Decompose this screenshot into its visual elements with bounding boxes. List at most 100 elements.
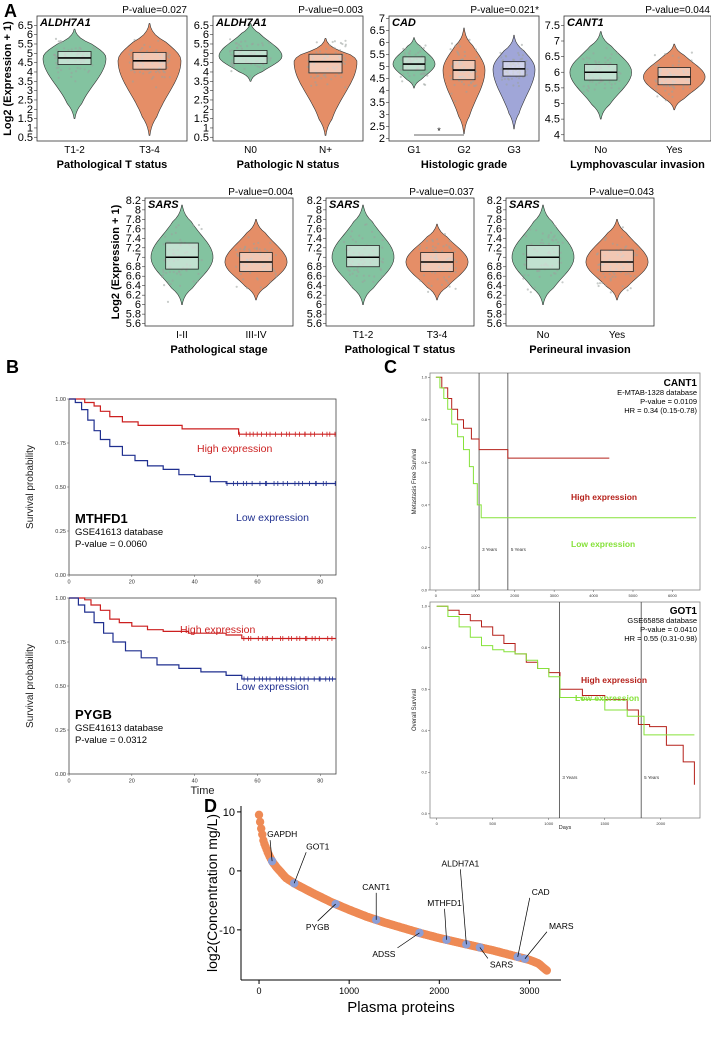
y-tick-label: 2	[379, 133, 385, 145]
jitter-dot	[310, 84, 313, 87]
jitter-dot	[529, 291, 532, 294]
jitter-dot	[372, 280, 375, 283]
jitter-dot	[582, 85, 585, 88]
jitter-dot	[328, 44, 331, 47]
jitter-dot	[677, 60, 681, 63]
y-tick-label: 6.8	[307, 261, 322, 273]
jitter-dot	[350, 284, 353, 288]
jitter-dot	[550, 231, 553, 234]
jitter-dot	[617, 71, 621, 74]
x-axis-label: Plasma proteins	[347, 999, 455, 1016]
y-tick-label: 0.5	[18, 132, 33, 144]
series-label-high: High expression	[197, 443, 272, 455]
y-tick-label: 7	[316, 252, 322, 264]
jitter-dot	[516, 81, 520, 84]
jitter-dot	[463, 50, 466, 54]
label-leader-line	[269, 840, 273, 862]
jitter-dot	[230, 70, 233, 73]
y-tick-label: 6	[496, 299, 502, 311]
jitter-dot	[636, 248, 639, 251]
jitter-dot	[133, 71, 136, 74]
jitter-dot	[381, 239, 384, 242]
jitter-dot	[128, 53, 131, 56]
jitter-dot	[380, 260, 383, 263]
jitter-dot	[166, 300, 170, 303]
jitter-dot	[671, 64, 674, 67]
y-tick-label: 8	[316, 204, 322, 216]
jitter-dot	[178, 284, 182, 287]
x-axis-label: Perineural invasion	[529, 344, 631, 356]
x-axis-label: Lymphovascular invasion	[570, 159, 705, 171]
jitter-dot	[344, 45, 347, 48]
jitter-dot	[399, 75, 402, 78]
jitter-dot	[559, 257, 562, 260]
x-tick-label: 1000	[544, 821, 554, 826]
jitter-dot	[445, 244, 448, 247]
y-tick-label: 0.25	[55, 529, 66, 535]
jitter-dot	[174, 231, 177, 234]
jitter-dot	[162, 243, 165, 246]
jitter-dot	[231, 62, 234, 65]
y-tick-label: 0.6	[421, 687, 427, 692]
jitter-dot	[343, 56, 346, 59]
jitter-dot	[453, 258, 456, 261]
jitter-dot	[371, 230, 374, 233]
y-tick-label: 1.00	[55, 596, 66, 602]
jitter-dot	[682, 84, 685, 87]
p-value: P-value = 0.0060	[75, 539, 147, 550]
y-tick-label: 0.6	[421, 460, 427, 465]
y-tick-label: 0.0	[421, 587, 427, 592]
jitter-dot	[664, 99, 668, 102]
jitter-dot	[598, 276, 601, 279]
jitter-dot	[200, 259, 203, 262]
jitter-dot	[246, 287, 249, 290]
jitter-dot	[175, 272, 178, 275]
jitter-dot	[317, 74, 320, 77]
jitter-dot	[57, 66, 60, 69]
jitter-dot	[139, 48, 142, 51]
x-tick-label: 1000	[339, 986, 359, 996]
survival-line-low	[69, 398, 336, 485]
jitter-dot	[505, 55, 508, 58]
y-tick-label: 10	[223, 807, 235, 819]
jitter-dot	[57, 76, 60, 79]
jitter-dot	[604, 61, 607, 64]
y-tick-label: 6	[203, 29, 209, 41]
jitter-dot	[67, 49, 70, 52]
jitter-dot	[351, 272, 354, 275]
jitter-dot	[411, 81, 414, 84]
jitter-dot	[664, 89, 667, 92]
jitter-dot	[450, 42, 454, 45]
y-tick-label: 5	[27, 48, 33, 60]
protein-label: CAD	[532, 887, 550, 897]
p-value: P-value=0.037	[409, 187, 474, 198]
x-tick-label: 0	[67, 779, 70, 785]
x-tick-label: Yes	[666, 145, 682, 156]
y-tick-label: 6.2	[126, 290, 141, 302]
jitter-dot	[269, 57, 272, 60]
gene-title: PYGB	[75, 707, 112, 722]
jitter-dot	[55, 66, 58, 70]
jitter-dot	[592, 52, 595, 55]
label-leader-line	[397, 932, 420, 949]
jitter-dot	[553, 272, 556, 275]
jitter-dot	[331, 40, 334, 44]
jitter-dot	[456, 50, 459, 53]
jitter-dot	[448, 285, 451, 288]
jitter-dot	[539, 241, 543, 244]
plot-frame	[429, 372, 701, 591]
jitter-dot	[525, 73, 528, 76]
jitter-dot	[324, 73, 327, 76]
x-tick-label: T1-2	[353, 330, 374, 341]
gene-label: SARS	[509, 199, 540, 211]
jitter-dot	[591, 80, 594, 83]
jitter-dot	[422, 83, 426, 86]
y-tick-label: 7.4	[307, 233, 322, 245]
y-tick-label: 7.8	[126, 214, 141, 226]
jitter-dot	[555, 238, 558, 241]
jitter-dot	[425, 246, 428, 249]
jitter-dot	[325, 47, 328, 50]
jitter-dot	[619, 248, 622, 251]
jitter-dot	[547, 234, 550, 237]
protein-label: MTHFD1	[427, 898, 462, 908]
